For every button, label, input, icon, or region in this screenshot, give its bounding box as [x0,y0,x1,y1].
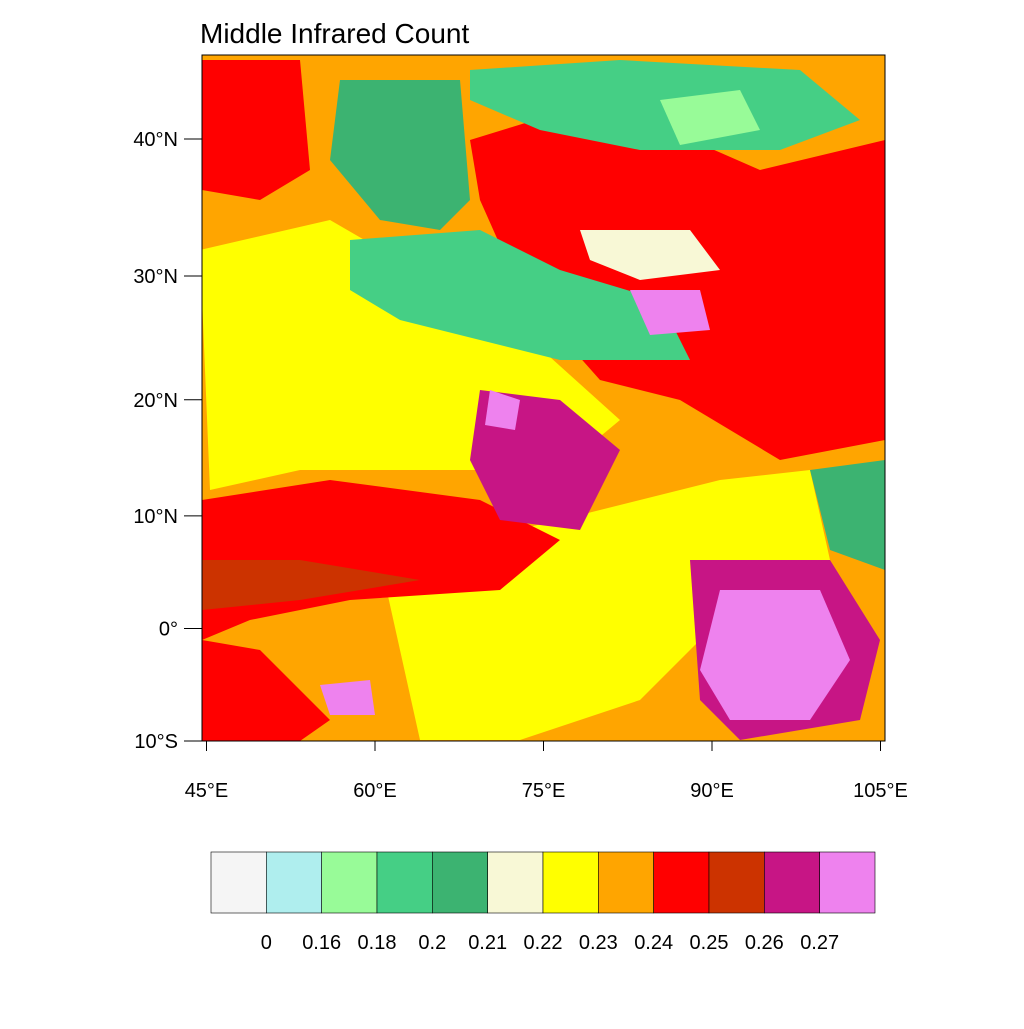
y-tick-label: 40°N [133,129,178,151]
title: Middle Infrared Count [200,18,469,49]
colorbar-box [764,851,820,914]
colorbar-box [819,851,876,914]
field-region [630,290,710,335]
y-tick-label: 10°S [134,731,178,753]
colorbar-label: 0.26 [745,932,784,954]
colorbar-box [708,851,765,914]
colorbar-label: 0 [261,932,272,954]
colorbar-box [653,851,710,914]
colorbar-box [376,851,433,914]
colorbar-label: 0.21 [468,932,507,954]
axes: 45°E 60°E 75°E 90°E 105°E 10°S 0° 10°N 20°N 30°N 4… [133,129,908,802]
colorbar-box [487,851,544,914]
field-region [470,100,885,460]
colorbar-label: 0.16 [302,932,341,954]
colorbar-label: 0.27 [800,932,839,954]
y-tick-label: 10°N [133,506,178,528]
field-region [320,680,375,715]
colorbar-box [321,851,378,914]
x-tick-label: 105°E [853,780,908,802]
field-region [202,60,310,200]
x-tick-label: 90°E [690,780,734,802]
colorbar-label: 0.22 [524,932,563,954]
field-region [202,560,420,610]
map-field [202,55,885,741]
y-tick-label: 30°N [133,266,178,288]
field-region [202,640,330,741]
colorbar-label: 0.2 [418,932,446,954]
field-region [485,390,520,430]
field-region [350,230,690,360]
colorbar-box [432,851,488,914]
field-region [580,230,720,280]
field-region [700,590,850,720]
colorbar-box [542,851,599,914]
colorbar-box [598,851,654,914]
colorbar-box [210,851,267,914]
x-tick-label: 60°E [353,780,397,802]
colorbar-label: 0.23 [579,932,618,954]
field-region [330,80,470,230]
y-tick-label: 0° [159,618,178,640]
colorbar-label: 0.18 [358,932,397,954]
field-region [660,90,760,145]
field-region [810,460,885,570]
y-tick-label: 20°N [133,390,178,412]
colorbar-label: 0.24 [634,932,673,954]
colorbar-box [266,851,322,914]
colorbar: 0 0.16 0.18 0.2 0.21 0.22 0.23 0.24 0.25 0.26 0.27 [210,851,876,954]
x-tick-label: 45°E [185,780,229,802]
x-tick-label: 75°E [522,780,566,802]
colorbar-label: 0.25 [690,932,729,954]
